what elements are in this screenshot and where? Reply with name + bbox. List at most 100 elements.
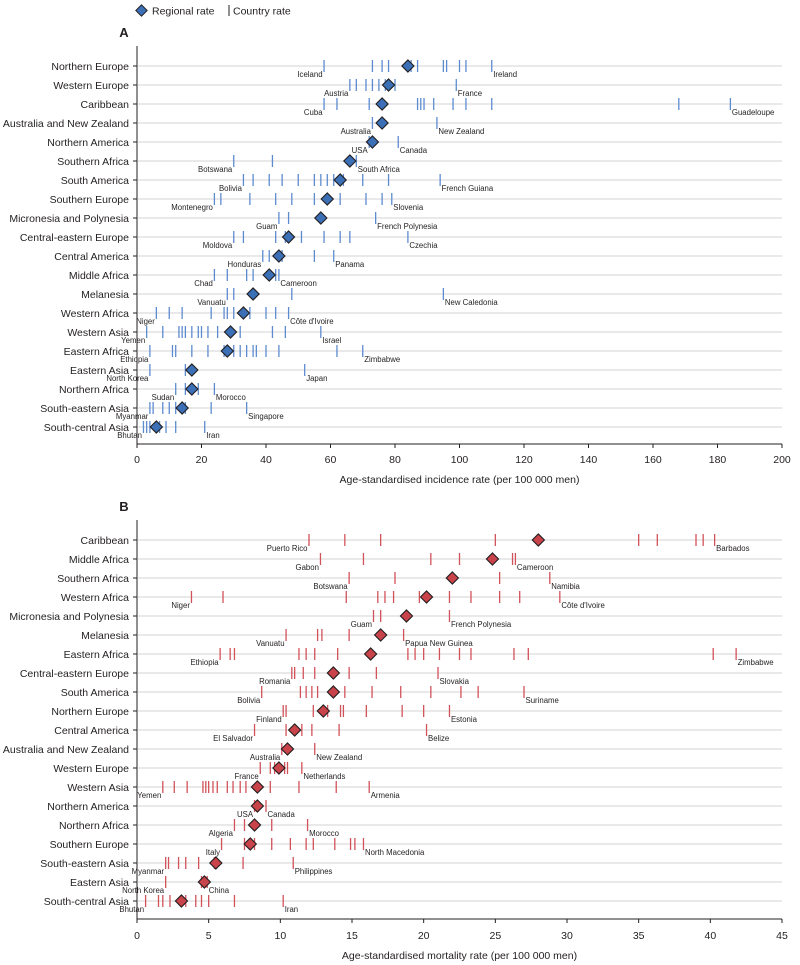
regional-rate-marker	[399, 609, 414, 623]
country-label-low: Niger	[171, 601, 190, 610]
x-tick-label: 60	[325, 454, 337, 466]
x-tick-label: 30	[561, 930, 573, 942]
country-label-high: Singapore	[248, 412, 284, 421]
panel-b: B 0 5 10 15 20 25 30 35 40 45 Age-standardised mort…	[3, 499, 788, 962]
regional-rate-marker	[149, 420, 164, 434]
x-tick-label: 5	[206, 930, 212, 942]
region-label: Western Europe	[53, 80, 129, 92]
regional-rate-marker	[287, 723, 302, 737]
regional-rate-marker	[373, 628, 388, 642]
region-label: Melanesia	[81, 630, 129, 642]
regional-rate-marker	[208, 856, 223, 870]
country-label-low: Bhutan	[119, 905, 144, 914]
country-label-low: Yemen	[137, 791, 161, 800]
regional-rate-marker	[223, 325, 238, 339]
country-label-high: Netherlands	[303, 772, 345, 781]
country-label-high: Zimbabwe	[364, 355, 400, 364]
regional-rate-marker	[246, 287, 260, 301]
country-label-high: Japan	[306, 374, 327, 383]
country-label-low: Sudan	[152, 393, 175, 402]
regional-rate-marker	[236, 306, 251, 320]
region-label: Northern America	[47, 801, 129, 813]
country-label-high: Côte d'Ivoire	[290, 317, 334, 326]
region-label: Australia and New Zealand	[3, 744, 129, 756]
country-label-high: Morocco	[216, 393, 247, 402]
country-label-high: Slovakia	[440, 677, 470, 686]
country-label-low: Romania	[259, 677, 291, 686]
country-label-high: France	[458, 89, 482, 98]
country-label-low: Puerto Rico	[267, 544, 308, 553]
regional-rate-marker	[262, 268, 277, 282]
regional-rate-marker	[250, 780, 265, 794]
region-label: Southern Europe	[50, 839, 130, 851]
region-label: Caribbean	[81, 99, 130, 111]
regional-rate-marker	[247, 818, 262, 832]
country-label-low: Italy	[206, 848, 220, 857]
region-label: Eastern Africa	[64, 346, 130, 358]
regional-rate-marker	[316, 704, 331, 718]
panel-label: B	[119, 499, 128, 514]
region-label: Northern America	[47, 137, 129, 149]
regional-rate-marker	[250, 799, 265, 813]
country-label-high: Czechia	[409, 241, 438, 250]
legend: Regional rate Country rate	[135, 4, 291, 18]
country-label-low: Ethiopia	[190, 658, 219, 667]
regional-rate-marker	[272, 761, 286, 775]
country-label-low: Myanmar	[116, 412, 149, 421]
country-label-low: USA	[352, 146, 369, 155]
regional-rate-marker	[197, 875, 212, 889]
x-tick-label: 140	[580, 454, 598, 466]
region-label: Central America	[54, 251, 129, 263]
regional-rate-marker	[243, 837, 258, 851]
region-label: Western Africa	[61, 592, 129, 604]
country-label-high: Canada	[268, 810, 296, 819]
country-label-low: Cuba	[304, 108, 323, 117]
regional-rate-marker	[375, 116, 389, 130]
country-label-low: Finland	[256, 715, 282, 724]
regional-rate-marker	[375, 97, 389, 111]
country-label-high: Barbados	[716, 544, 749, 553]
country-label-high: Ireland	[493, 70, 517, 79]
country-label-low: Gabon	[296, 563, 319, 572]
country-label-high: Belize	[428, 734, 449, 743]
x-tick-label: 20	[418, 930, 430, 942]
country-label-low: Bhutan	[117, 431, 142, 440]
x-tick-label: 100	[451, 454, 469, 466]
country-label-low: Myanmar	[132, 867, 165, 876]
x-tick-label: 15	[346, 930, 358, 942]
country-label-high: New Zealand	[316, 753, 362, 762]
country-label-high: Canada	[400, 146, 428, 155]
country-label-high: Estonia	[451, 715, 478, 724]
x-tick-label: 10	[274, 930, 286, 942]
regional-rate-marker	[531, 533, 546, 547]
region-label: Eastern Asia	[70, 365, 129, 377]
regional-rate-marker	[175, 401, 190, 415]
country-label-low: Bolivia	[219, 184, 243, 193]
region-label: South America	[61, 175, 129, 187]
country-label-high: Panama	[335, 260, 365, 269]
regional-rate-marker	[184, 382, 199, 396]
x-tick-label: 0	[134, 930, 140, 942]
region-label: South-central Asia	[44, 422, 129, 434]
region-label: Eastern Africa	[64, 649, 130, 661]
region-label: Central America	[54, 725, 129, 737]
country-label-high: Morocco	[309, 829, 340, 838]
regional-rate-marker	[272, 249, 286, 263]
regional-rate-marker	[220, 344, 235, 358]
country-label-low: Austria	[324, 89, 349, 98]
region-label: Australia and New Zealand	[3, 118, 129, 130]
country-label-high: Papua New Guinea	[405, 639, 473, 648]
regional-rate-marker	[445, 571, 460, 585]
regional-rate-marker	[365, 135, 380, 149]
country-label-high: Iran	[206, 431, 219, 440]
country-label-high: French Polynesia	[377, 222, 438, 231]
region-label: Western Asia	[67, 327, 129, 339]
country-label-low: Guam	[351, 620, 372, 629]
regional-rate-marker	[281, 230, 296, 244]
region-label: Central-eastern Europe	[20, 668, 129, 680]
country-label-low: Guam	[256, 222, 277, 231]
regional-rate-marker	[280, 742, 295, 756]
region-label: Melanesia	[81, 289, 129, 301]
country-label-low: France	[234, 772, 258, 781]
x-tick-label: 0	[134, 454, 140, 466]
